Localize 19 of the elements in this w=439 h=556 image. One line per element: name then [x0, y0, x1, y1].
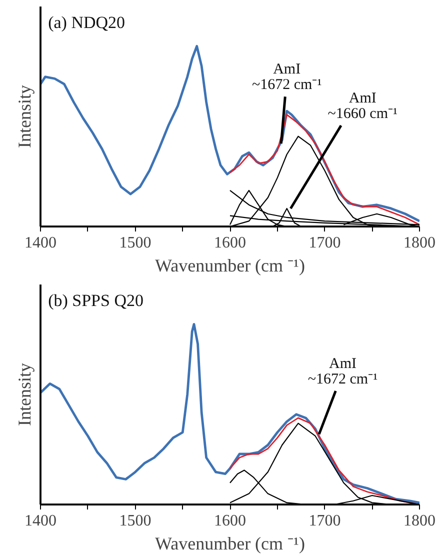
x-tick-label: 1800 [404, 512, 436, 530]
x-tick-label: 1600 [214, 234, 246, 252]
x-tick-label: 1700 [308, 512, 341, 530]
x-tick-label: 1600 [214, 512, 246, 530]
annotation: AmI ~1672 cm⁻¹ [308, 356, 378, 388]
x-tick-label: 1500 [119, 512, 152, 530]
x-tick-label: 1400 [24, 512, 56, 530]
annotation: AmI ~1660 cm⁻¹ [328, 90, 398, 122]
x-tick-label: 1800 [404, 234, 436, 252]
x-tick-label: 1700 [308, 234, 341, 252]
y-axis-title: Intensity [14, 362, 34, 426]
x-axis-title: Wavenumber (cm ⁻¹) [155, 534, 305, 554]
x-tick-label: 1500 [119, 234, 152, 252]
annotation: AmI ~1672 cm⁻¹ [252, 62, 322, 94]
y-axis-title: Intensity [14, 84, 34, 148]
chart-title: (b) SPPS Q20 [48, 291, 144, 310]
x-tick-label: 1400 [24, 234, 56, 252]
chart-title: (a) NDQ20 [48, 13, 126, 32]
x-axis-title: Wavenumber (cm ⁻¹) [155, 256, 305, 276]
